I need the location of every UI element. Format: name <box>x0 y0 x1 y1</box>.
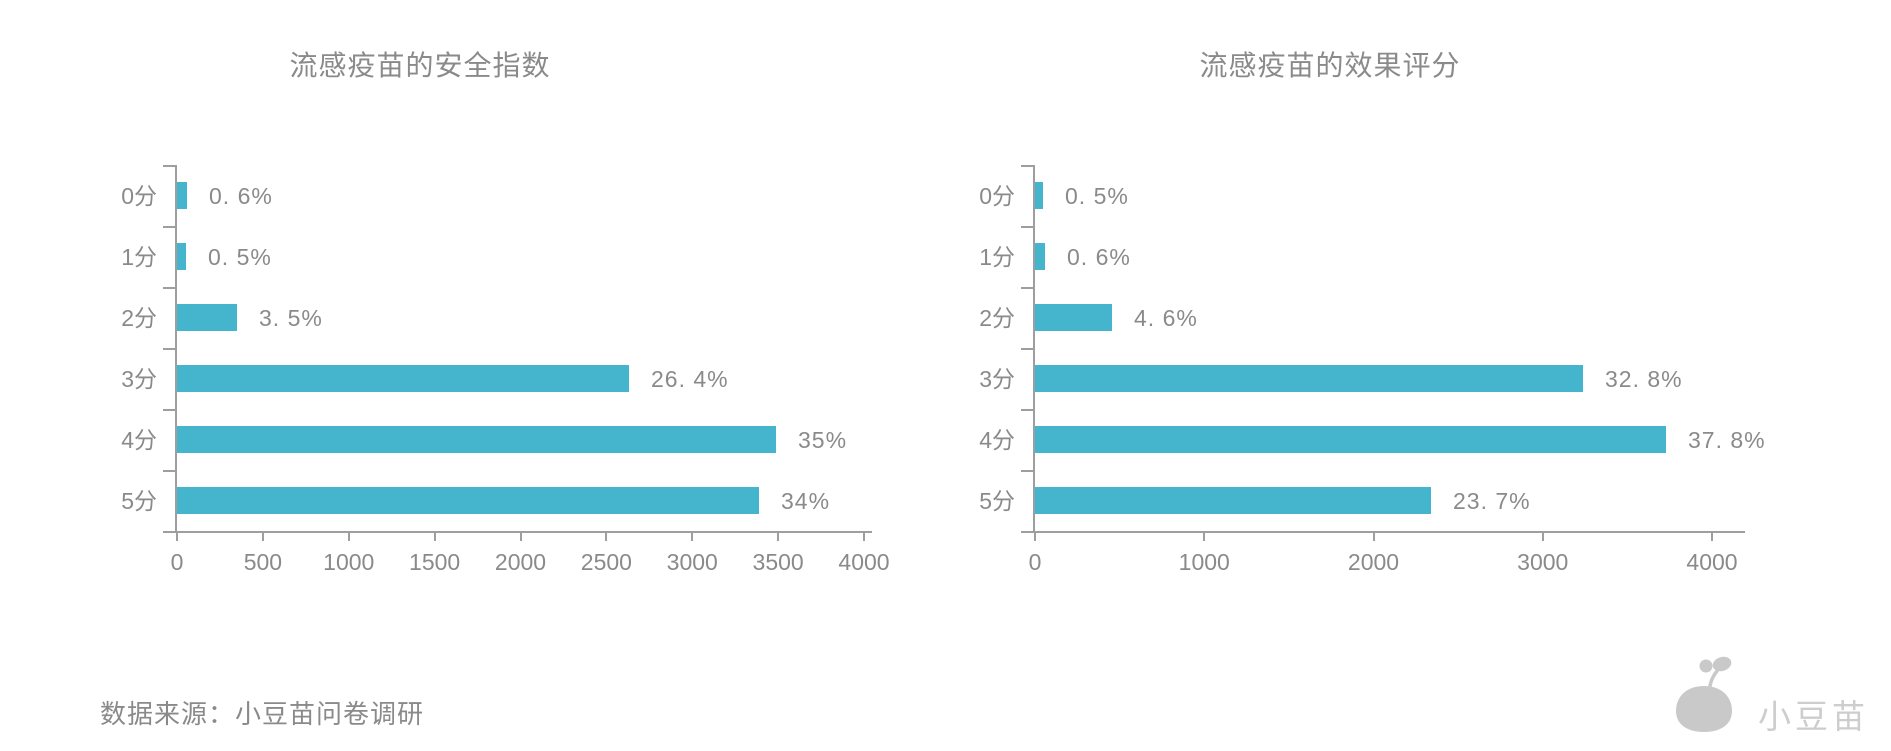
category-label-0-2: 2分 <box>121 304 157 331</box>
x-axis-tick-0-0 <box>176 531 178 541</box>
bar-0-4 <box>177 426 776 453</box>
value-label-1-5: 23. 7% <box>1453 487 1531 514</box>
value-label-0-0: 0. 6% <box>209 182 273 209</box>
bar-1-1 <box>1035 243 1045 270</box>
category-label-1-5: 5分 <box>979 487 1015 514</box>
y-axis-line-0 <box>175 165 177 531</box>
brand-name: 小豆苗 <box>1758 698 1869 735</box>
x-tick-label-1-0: 0 <box>1028 549 1042 575</box>
value-label-0-2: 3. 5% <box>259 304 323 331</box>
x-tick-label-0-5: 2500 <box>580 549 632 575</box>
x-axis-line-0 <box>175 531 872 533</box>
y-axis-tick-1-3 <box>1021 348 1033 350</box>
data-source-note: 数据来源：小豆苗问卷调研 <box>100 699 425 729</box>
value-label-1-3: 32. 8% <box>1605 365 1683 392</box>
y-axis-tick-0-2 <box>163 287 175 289</box>
x-tick-label-1-3: 3000 <box>1517 549 1569 575</box>
x-tick-label-1-2: 2000 <box>1347 549 1400 575</box>
x-axis-tick-0-5 <box>605 531 608 541</box>
bar-0-3 <box>177 365 629 392</box>
x-tick-label-0-6: 3000 <box>666 549 718 575</box>
x-tick-label-0-1: 500 <box>243 549 283 575</box>
bar-1-5 <box>1035 487 1431 514</box>
category-label-0-3: 3分 <box>121 365 157 392</box>
y-axis-tick-1-6 <box>1021 531 1033 533</box>
x-tick-label-0-2: 1000 <box>323 549 375 575</box>
y-axis-tick-0-0 <box>163 165 175 167</box>
bar-1-3 <box>1035 365 1583 392</box>
bar-1-2 <box>1035 304 1112 331</box>
value-label-0-5: 34% <box>781 487 831 514</box>
y-axis-tick-0-1 <box>163 226 175 228</box>
y-axis-tick-1-1 <box>1021 226 1033 228</box>
y-axis-tick-1-4 <box>1021 409 1033 411</box>
chart-title-safety-index: 流感疫苗的安全指数 <box>289 50 551 81</box>
chart-title-effect-score: 流感疫苗的效果评分 <box>1199 50 1461 81</box>
category-label-1-2: 2分 <box>979 304 1015 331</box>
x-tick-label-0-7: 3500 <box>752 549 804 575</box>
value-label-1-2: 4. 6% <box>1134 304 1198 331</box>
x-axis-tick-0-3 <box>433 531 436 541</box>
bar-0-5 <box>177 487 759 514</box>
bar-0-0 <box>177 182 187 209</box>
x-axis-tick-1-0 <box>1034 531 1036 541</box>
x-axis-tick-0-1 <box>261 531 264 541</box>
bar-1-4 <box>1035 426 1666 453</box>
category-label-0-5: 5分 <box>121 487 157 514</box>
category-label-1-1: 1分 <box>979 243 1015 270</box>
category-label-0-0: 0分 <box>121 182 157 209</box>
x-axis-tick-1-3 <box>1541 531 1544 541</box>
category-label-1-3: 3分 <box>979 365 1015 392</box>
y-axis-line-1 <box>1033 165 1035 531</box>
category-label-0-1: 1分 <box>121 243 157 270</box>
value-label-0-4: 35% <box>798 426 848 453</box>
y-axis-tick-0-3 <box>163 348 175 350</box>
category-label-0-4: 4分 <box>121 426 157 453</box>
bar-0-2 <box>177 304 237 331</box>
x-axis-line-1 <box>1033 531 1745 533</box>
value-label-0-1: 0. 5% <box>208 243 272 270</box>
x-axis-tick-0-2 <box>347 531 350 541</box>
category-label-1-0: 0分 <box>979 182 1015 209</box>
x-tick-label-0-0: 0 <box>170 549 184 575</box>
x-tick-label-0-8: 4000 <box>838 549 890 575</box>
x-tick-label-1-4: 4000 <box>1686 549 1738 575</box>
value-label-1-4: 37. 8% <box>1688 426 1766 453</box>
value-label-1-1: 0. 6% <box>1067 243 1131 270</box>
x-axis-tick-1-4 <box>1711 531 1713 541</box>
x-axis-tick-0-6 <box>691 531 694 541</box>
y-axis-tick-1-5 <box>1021 470 1033 472</box>
x-axis-tick-0-7 <box>777 531 780 541</box>
bar-1-0 <box>1035 182 1043 209</box>
y-axis-tick-0-6 <box>163 531 175 533</box>
x-axis-tick-0-8 <box>863 531 865 541</box>
x-axis-tick-0-4 <box>519 531 522 541</box>
y-axis-tick-1-2 <box>1021 287 1033 289</box>
category-label-1-4: 4分 <box>979 426 1015 453</box>
value-label-1-0: 0. 5% <box>1065 182 1129 209</box>
y-axis-tick-1-0 <box>1021 165 1033 167</box>
x-tick-label-0-4: 2000 <box>494 549 547 575</box>
y-axis-tick-0-4 <box>163 409 175 411</box>
bar-0-1 <box>177 243 186 270</box>
x-tick-label-1-1: 1000 <box>1178 549 1230 575</box>
sprout-bean-icon <box>1676 656 1732 732</box>
x-axis-tick-1-2 <box>1372 531 1375 541</box>
value-label-0-3: 26. 4% <box>651 365 729 392</box>
x-axis-tick-1-1 <box>1203 531 1206 541</box>
x-tick-label-0-3: 1500 <box>409 549 461 575</box>
y-axis-tick-0-5 <box>163 470 175 472</box>
